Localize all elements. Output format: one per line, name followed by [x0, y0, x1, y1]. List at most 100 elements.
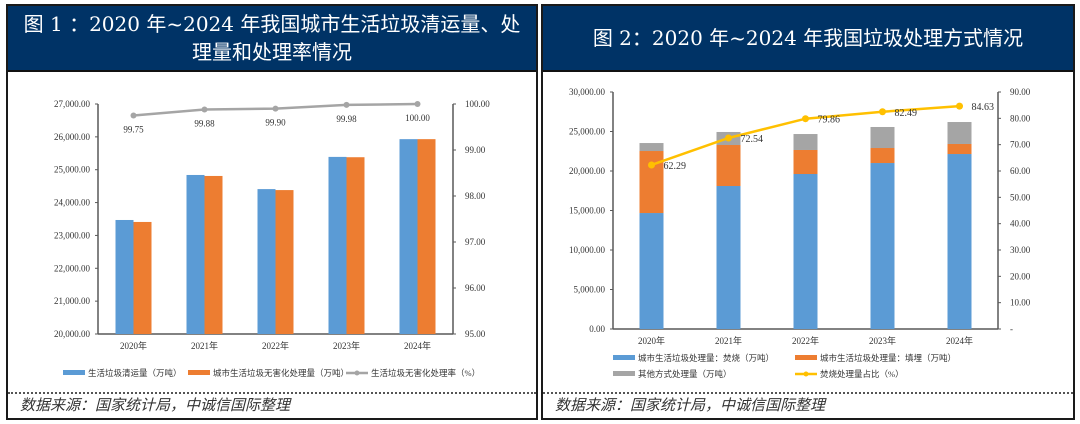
bar-treatment [346, 157, 365, 334]
bar-other [639, 143, 664, 152]
bar-incineration [793, 174, 818, 329]
right-tick-label: 40.00 [1010, 219, 1031, 229]
legend-swatch-treatment [188, 370, 210, 375]
right-tick-label: 97.00 [465, 237, 486, 247]
right-tick-label: 20.00 [1010, 271, 1031, 281]
left-tick-label: 24,000.00 [54, 198, 91, 208]
legend-label: 城市生活垃圾处理量：焚烧（万吨） [638, 353, 774, 363]
bar-treatment [204, 175, 223, 334]
rate-data-label: 99.75 [123, 125, 144, 135]
bar-other [947, 122, 972, 144]
rate-data-label: 99.90 [265, 118, 286, 128]
share-point [956, 102, 963, 110]
legend-label: 生活垃圾清运量（万吨） [88, 368, 182, 378]
bar-incineration [947, 154, 972, 329]
chart-2-source: 数据来源：国家统计局，中诚信国际整理 [543, 392, 1073, 418]
bar-incineration [639, 213, 664, 329]
bar-other [870, 126, 895, 149]
right-tick-label: 98.00 [465, 191, 486, 201]
rate-point [201, 106, 208, 113]
bar-treatment [133, 221, 152, 334]
bar-incineration [870, 163, 895, 329]
left-tick-label: 30,000.00 [569, 87, 606, 97]
left-tick-label: 15,000.00 [569, 206, 606, 216]
rate-point [130, 112, 137, 119]
left-tick-label: 20,000.00 [569, 166, 606, 176]
x-tick-label: 2022年 [792, 335, 819, 346]
left-tick-label: 20,000.00 [54, 329, 91, 339]
right-tick-label: 60.00 [1010, 166, 1031, 176]
right-tick-label: 30.00 [1010, 245, 1031, 255]
share-point [802, 115, 809, 123]
left-tick-label: 0.00 [589, 324, 605, 334]
rate-data-label: 100.00 [405, 113, 430, 123]
right-tick-label: 80.00 [1010, 113, 1031, 123]
share-data-label: 84.63 [972, 102, 995, 113]
left-tick-label: 26,000.00 [54, 132, 91, 142]
bar-treatment [417, 139, 436, 334]
chart-1-title: 图 1 ：2020 年~2024 年我国城市生活垃圾清运量、处理量和处理率情况 [8, 6, 536, 72]
x-tick-label: 2024年 [404, 340, 431, 351]
bar-landfill [716, 145, 741, 187]
bar-other [793, 134, 818, 150]
x-tick-label: 2023年 [333, 340, 360, 351]
chart-panel-1: 图 1 ：2020 年~2024 年我国城市生活垃圾清运量、处理量和处理率情况 … [6, 4, 538, 420]
share-data-label: 62.29 [664, 161, 687, 172]
legend-label: 生活垃圾无害化处理率（%） [371, 368, 480, 378]
right-tick-label: 99.00 [465, 145, 486, 155]
legend-marker-share [803, 371, 809, 377]
left-tick-label: 10,000.00 [569, 245, 606, 255]
legend-label: 焚烧处理量占比（%） [820, 369, 904, 379]
right-tick-label: 96.00 [465, 283, 486, 293]
x-tick-label: 2020年 [120, 340, 147, 351]
right-tick-label: 10.00 [1010, 298, 1031, 308]
legend-label: 城市生活垃圾无害化处理量（万吨） [213, 368, 349, 378]
rate-point [414, 101, 421, 107]
bar-collection [257, 189, 276, 334]
legend-swatch-collection [63, 370, 85, 375]
bar-collection [328, 156, 347, 334]
right-tick-label: 90.00 [1010, 87, 1031, 97]
rate-data-label: 99.98 [336, 114, 357, 124]
left-tick-label: 25,000.00 [54, 165, 91, 175]
right-tick-label: 70.00 [1010, 140, 1031, 150]
legend-swatch-incineration [613, 355, 635, 360]
chart-2-title: 图 2：2020 年~2024 年我国垃圾处理方式情况 [543, 6, 1073, 72]
x-tick-label: 2021年 [715, 335, 742, 346]
x-tick-label: 2023年 [869, 335, 896, 346]
bar-collection [399, 139, 418, 334]
legend-swatch-other [613, 371, 635, 376]
left-tick-label: 23,000.00 [54, 230, 91, 240]
right-tick-label: 100.00 [465, 99, 490, 109]
legend-marker-rate [354, 370, 360, 376]
bar-landfill [870, 148, 895, 164]
left-tick-label: 25,000.00 [569, 127, 606, 137]
legend-label: 城市生活垃圾处理量：填埋（万吨） [820, 353, 956, 363]
chart-1-source: 数据来源：国家统计局，中诚信国际整理 [8, 392, 536, 418]
rate-point [343, 101, 350, 108]
x-tick-label: 2022年 [262, 340, 289, 351]
legend-swatch-landfill [795, 355, 817, 360]
chart-panel-2: 图 2：2020 年~2024 年我国垃圾处理方式情况 0.00 5,000.00… [541, 4, 1075, 420]
left-tick-label: 21,000.00 [54, 296, 91, 306]
chart-1: 20,000.00 21,000.00 22,000.00 23,000.00 24,0… [54, 99, 490, 378]
left-tick-label: 5,000.00 [574, 285, 606, 295]
x-tick-label: 2020年 [638, 335, 665, 346]
x-tick-label: 2021年 [191, 340, 218, 351]
share-data-label: 72.54 [741, 134, 764, 145]
x-tick-label: 2024年 [946, 335, 973, 346]
bar-collection [186, 174, 205, 334]
bar-incineration [716, 186, 741, 329]
legend-label: 其他方式处理量（万吨） [638, 369, 732, 379]
bar-landfill [639, 151, 664, 214]
chart-2: 0.00 5,000.00 10,000.00 15,000.00 20,000.00 2… [569, 87, 1031, 379]
bar-landfill [947, 143, 972, 155]
right-tick-label: 50.00 [1010, 192, 1031, 202]
rate-point [272, 105, 279, 112]
bar-treatment [275, 190, 294, 334]
share-point [725, 134, 732, 142]
left-tick-label: 27,000.00 [54, 99, 91, 109]
right-tick-label: 95.00 [465, 329, 486, 339]
left-tick-label: 22,000.00 [54, 263, 91, 273]
bar-landfill [793, 149, 818, 175]
